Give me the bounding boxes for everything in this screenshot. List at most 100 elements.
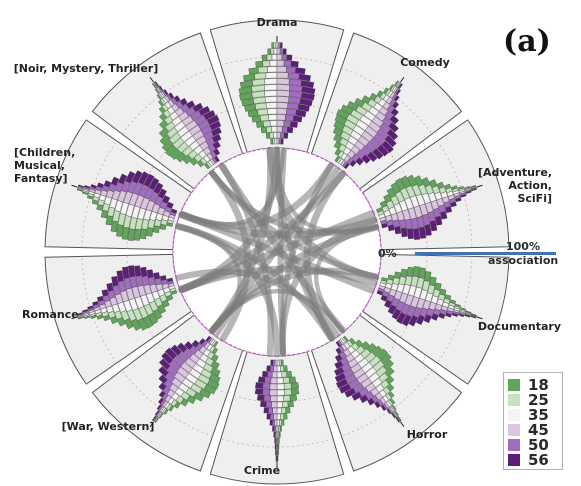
histogram-bar: [412, 228, 421, 240]
legend-label: 25: [528, 391, 549, 409]
histogram-bar: [290, 388, 300, 395]
histogram-bar: [287, 126, 294, 134]
category-label: Comedy: [400, 56, 450, 69]
histogram-bar: [275, 449, 277, 456]
histogram-bar: [351, 391, 362, 401]
histogram-bar: [270, 138, 274, 145]
histogram-bar: [205, 335, 211, 342]
histogram-bar: [153, 272, 161, 280]
category-label-line: Romance: [22, 308, 79, 321]
histogram-bar: [290, 382, 299, 389]
histogram-bar: [286, 54, 293, 61]
histogram-bar: [128, 265, 136, 278]
histogram-bar: [349, 159, 357, 167]
histogram-bar: [283, 389, 292, 396]
scale-max-sublabel: association: [488, 254, 558, 267]
panel-label: (a): [503, 24, 551, 59]
histogram-bar: [276, 359, 280, 366]
histogram-bar: [131, 170, 143, 184]
histogram-bar: [170, 344, 182, 356]
category-label: Romance: [22, 308, 79, 321]
histogram-bar: [263, 395, 271, 402]
histogram-bar: [279, 48, 284, 55]
histogram-bar: [278, 42, 281, 49]
histogram-bar: [276, 395, 284, 402]
histogram-bar: [276, 383, 285, 390]
histogram-tail: [149, 421, 154, 428]
histogram-bar: [146, 269, 154, 279]
histogram-bar: [287, 102, 300, 110]
histogram-bar: [158, 85, 164, 91]
histogram-bar: [158, 366, 169, 377]
histogram-bar: [259, 114, 270, 122]
histogram-bar: [253, 96, 266, 104]
histogram-bar: [276, 389, 285, 396]
histogram-bar: [334, 372, 346, 383]
histogram-bar: [282, 48, 287, 55]
histogram-bar: [424, 224, 432, 236]
chord: [178, 265, 378, 293]
histogram-bar: [268, 407, 273, 414]
legend-label: 56: [528, 451, 549, 469]
histogram-bar: [158, 390, 166, 398]
histogram-bar: [455, 197, 462, 203]
histogram-bar: [278, 359, 282, 366]
legend-swatch: [508, 424, 520, 436]
histogram-bar: [287, 72, 300, 80]
legend-item: 45: [508, 423, 549, 438]
histogram-bar: [278, 425, 281, 432]
histogram-bar: [406, 266, 414, 277]
histogram-bar: [276, 48, 281, 55]
histogram-bar: [359, 394, 369, 404]
histogram-bar: [186, 100, 196, 110]
histogram-bar: [280, 413, 285, 420]
histogram-bar: [159, 275, 167, 281]
histogram-bar: [272, 138, 276, 145]
histogram-bar: [288, 376, 296, 383]
histogram-bar: [82, 309, 89, 313]
histogram-bar: [376, 290, 384, 296]
histogram-bar: [269, 120, 278, 127]
histogram-bar: [273, 431, 276, 438]
histogram-bar: [406, 228, 414, 240]
histogram-bar: [127, 228, 135, 241]
histogram-bar: [431, 313, 439, 321]
histogram-bar: [274, 359, 278, 366]
histogram-bar: [148, 177, 160, 191]
histogram-bar: [276, 419, 280, 426]
histogram-bar: [271, 54, 278, 61]
histogram-bar: [334, 360, 344, 370]
histogram-bar: [276, 96, 290, 103]
histogram-bar: [262, 60, 271, 67]
histogram-bar: [276, 413, 281, 420]
histogram-bar: [388, 122, 399, 133]
histogram-bar: [158, 374, 168, 384]
histogram-bar: [101, 289, 109, 297]
histogram-bar: [280, 42, 283, 49]
histogram-bar: [400, 268, 408, 278]
histogram-bar: [165, 347, 177, 360]
histogram-bar: [393, 95, 400, 102]
histogram-bar: [192, 102, 204, 113]
histogram-bar: [264, 96, 278, 103]
histogram-bar: [168, 92, 175, 99]
histogram-bar: [460, 193, 467, 198]
legend-swatch: [508, 409, 520, 421]
histogram-bar: [90, 184, 97, 189]
histogram-tail: [476, 184, 483, 188]
category-label-line: [Noir, Mystery, Thriller]: [14, 62, 159, 75]
category-label-line: [Adventure,: [478, 166, 552, 179]
histogram-bar: [280, 359, 284, 366]
legend-item: 25: [508, 391, 549, 409]
histogram-bar: [276, 138, 280, 145]
histogram-bar: [265, 72, 278, 79]
histogram-bar: [435, 216, 443, 226]
histogram-bar: [285, 407, 291, 414]
histogram-bar: [268, 114, 278, 121]
histogram-bar: [179, 98, 188, 106]
histogram-bar: [450, 201, 457, 208]
histogram-bar: [177, 342, 188, 353]
histogram-bar: [154, 81, 160, 87]
histogram-bar: [269, 60, 278, 67]
